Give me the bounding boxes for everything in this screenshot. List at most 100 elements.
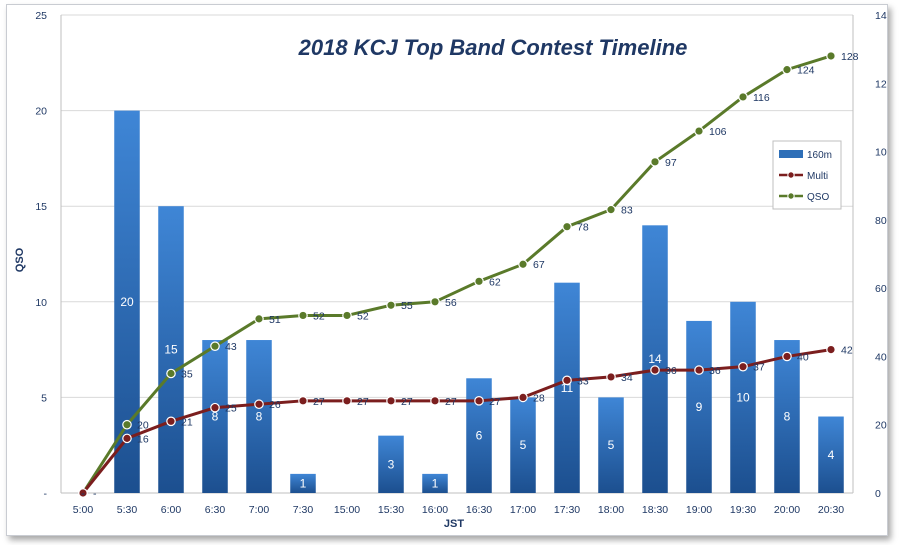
bar-data-label: 11 xyxy=(561,381,574,395)
data-label-qso: 62 xyxy=(489,276,501,288)
bar xyxy=(642,225,668,493)
line-series xyxy=(78,51,836,498)
point-qso xyxy=(782,64,792,75)
data-label-multi: 36 xyxy=(709,365,721,377)
point-multi xyxy=(254,399,264,410)
point-multi xyxy=(166,416,176,427)
x-tick-label: 18:00 xyxy=(598,504,624,516)
data-label-multi: 27 xyxy=(489,396,501,408)
bar-data-label: - xyxy=(81,486,85,500)
point-qso xyxy=(430,296,440,307)
data-label-multi: 27 xyxy=(445,396,457,408)
point-qso xyxy=(826,51,836,61)
y-left-tick-label: 20 xyxy=(35,106,47,118)
x-tick-label: 15:30 xyxy=(378,504,404,516)
bar xyxy=(554,282,580,493)
bar-data-label: 1 xyxy=(300,476,307,490)
data-label-multi: 27 xyxy=(313,396,325,408)
point-multi xyxy=(430,396,440,406)
point-qso xyxy=(474,276,484,287)
x-tick-label: 20:00 xyxy=(774,504,800,516)
bar-data-label: 4 xyxy=(828,448,835,462)
legend-swatch-bar xyxy=(779,150,803,158)
bar xyxy=(730,301,756,493)
point-multi xyxy=(782,351,792,362)
x-tick-label: 7:00 xyxy=(249,504,270,516)
data-label-qso: 52 xyxy=(357,310,369,322)
x-tick-label: 19:00 xyxy=(686,504,712,516)
data-label-multi: 34 xyxy=(621,372,633,384)
y-right-tick-label: 100 xyxy=(875,147,887,159)
legend-swatch-marker xyxy=(787,171,795,179)
line-multi xyxy=(81,348,832,494)
bar-data-label: 9 xyxy=(696,400,703,414)
data-label-qso: 128 xyxy=(841,51,859,63)
axes: -5101520250204060801001201405:005:306:00… xyxy=(35,10,887,516)
bar xyxy=(246,340,272,493)
x-tick-label: 17:00 xyxy=(510,504,536,516)
x-tick-label: 16:30 xyxy=(466,504,492,516)
data-label-multi: 26 xyxy=(269,399,281,411)
data-label-qso: 78 xyxy=(577,222,589,234)
bar-data-label: 10 xyxy=(736,390,750,404)
point-multi xyxy=(562,375,572,386)
data-label-qso: 43 xyxy=(225,341,237,353)
x-tick-label: 17:30 xyxy=(554,504,580,516)
data-label-qso: 67 xyxy=(533,259,545,271)
point-multi xyxy=(694,365,704,375)
bar-data-label: 8 xyxy=(784,410,791,424)
point-multi xyxy=(78,488,88,498)
point-multi xyxy=(210,402,220,413)
data-label-qso: 51 xyxy=(269,314,281,326)
bar-data-label: 8 xyxy=(212,410,219,424)
point-multi xyxy=(606,372,616,382)
point-qso xyxy=(254,314,264,324)
y-right-tick-label: 0 xyxy=(875,488,881,500)
y-right-tick-label: 140 xyxy=(875,10,887,22)
x-tick-label: 18:30 xyxy=(642,504,668,516)
data-label-qso: 56 xyxy=(445,297,457,309)
data-label-qso: 20 xyxy=(137,420,149,432)
y-left-tick-label: - xyxy=(44,488,48,500)
data-label-multi: 42 xyxy=(841,345,853,357)
data-label-multi: 16 xyxy=(137,433,149,445)
point-qso xyxy=(518,259,528,270)
point-qso xyxy=(562,221,572,232)
data-label-multi: 27 xyxy=(401,396,413,408)
legend: 160m Multi QSO xyxy=(772,140,842,210)
data-label-multi: 36 xyxy=(665,365,677,377)
y-right-tick-label: 20 xyxy=(875,420,887,432)
bar xyxy=(686,320,712,493)
y-left-tick-label: 25 xyxy=(35,10,47,22)
bar-data-label: 3 xyxy=(388,457,395,471)
bar-data-label: 15 xyxy=(164,343,178,357)
bar xyxy=(422,473,448,493)
point-multi xyxy=(386,396,396,406)
line-qso xyxy=(81,54,832,494)
bar-data-label: 20 xyxy=(120,295,134,309)
x-tick-label: 6:00 xyxy=(161,504,182,516)
y-axis-title: QSO xyxy=(14,247,26,272)
chart-svg: -5101520250204060801001201405:005:306:00… xyxy=(14,10,887,530)
y-left-tick-label: 5 xyxy=(41,392,47,404)
y-right-tick-label: 60 xyxy=(875,283,887,295)
data-label-multi: 37 xyxy=(753,362,765,374)
data-label-qso: 55 xyxy=(401,300,413,312)
point-qso xyxy=(694,126,704,136)
y-right-tick-label: 80 xyxy=(875,215,887,227)
x-tick-label: 19:30 xyxy=(730,504,756,516)
point-qso xyxy=(210,341,220,351)
point-multi xyxy=(342,396,352,406)
point-qso xyxy=(122,419,132,430)
x-axis-title: JST xyxy=(444,518,464,530)
data-label-multi: - xyxy=(93,488,97,500)
point-multi xyxy=(826,344,836,355)
bar xyxy=(818,416,844,493)
point-qso xyxy=(386,300,396,311)
data-label-qso: 116 xyxy=(753,92,770,104)
legend-label-160m: 160m xyxy=(807,150,832,161)
y-right-tick-label: 40 xyxy=(875,351,887,363)
point-multi xyxy=(298,396,308,406)
y-right-tick-label: 120 xyxy=(875,78,887,90)
